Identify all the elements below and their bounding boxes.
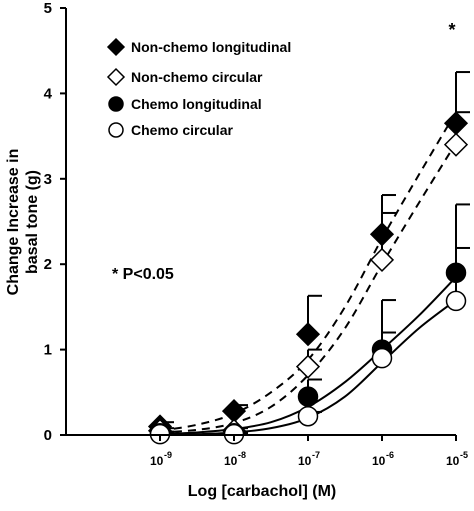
y-tick-label: 0 xyxy=(44,427,52,444)
y-axis-title-line1: Change Increase in xyxy=(5,149,22,296)
data-point xyxy=(443,132,469,157)
x-tick-exponent: -6 xyxy=(386,450,394,460)
data-point xyxy=(445,290,467,312)
legend-label: Chemo longitudinal xyxy=(131,96,262,112)
data-point xyxy=(297,386,319,407)
data-points xyxy=(147,111,469,445)
legend-label: Non-chemo longitudinal xyxy=(131,39,291,55)
x-tick-label: 10 xyxy=(446,454,460,468)
x-tick-label: 10 xyxy=(150,454,164,468)
data-point xyxy=(295,354,321,379)
y-tick-label: 2 xyxy=(44,256,52,273)
x-ticks: 10 -9 10 -8 10 -7 10 -6 10 -5 xyxy=(150,435,468,468)
y-axis-title: Change Increase in basal tone (g) xyxy=(5,149,41,296)
legend-label: Non-chemo circular xyxy=(131,69,263,85)
x-tick-label: 10 xyxy=(372,454,386,468)
data-point xyxy=(443,111,469,136)
legend-marker xyxy=(108,96,124,112)
x-tick-exponent: -7 xyxy=(312,450,320,460)
x-tick-exponent: -5 xyxy=(460,450,468,460)
legend-marker xyxy=(106,37,126,57)
legend: Non-chemo longitudinal Non-chemo circular… xyxy=(106,37,291,138)
x-tick-exponent: -8 xyxy=(238,450,246,460)
x-tick-label: 10 xyxy=(224,454,238,468)
x-tick-label: 10 xyxy=(298,454,312,468)
data-point xyxy=(295,322,321,347)
legend-label: Chemo circular xyxy=(131,122,233,138)
legend-marker xyxy=(106,67,126,87)
y-tick-label: 1 xyxy=(44,342,52,359)
fit-curve xyxy=(159,111,457,432)
significance-note: * P<0.05 xyxy=(112,266,174,283)
x-tick-exponent: -9 xyxy=(164,450,172,460)
y-tick-label: 5 xyxy=(44,0,52,17)
data-point xyxy=(445,262,467,283)
data-point xyxy=(371,347,393,369)
y-axis-title-line2: basal tone (g) xyxy=(24,170,41,274)
data-point xyxy=(369,247,395,272)
significance-star: * xyxy=(448,20,455,40)
fit-curve xyxy=(159,142,457,434)
y-tick-label: 4 xyxy=(44,85,53,102)
x-axis-title: Log [carbachol] (M) xyxy=(188,483,336,500)
data-point xyxy=(297,405,319,427)
y-ticks: 0 1 2 3 4 5 xyxy=(44,0,66,444)
legend-marker xyxy=(108,122,124,138)
y-tick-label: 3 xyxy=(44,171,52,188)
data-point xyxy=(369,222,395,247)
axes xyxy=(65,8,456,436)
